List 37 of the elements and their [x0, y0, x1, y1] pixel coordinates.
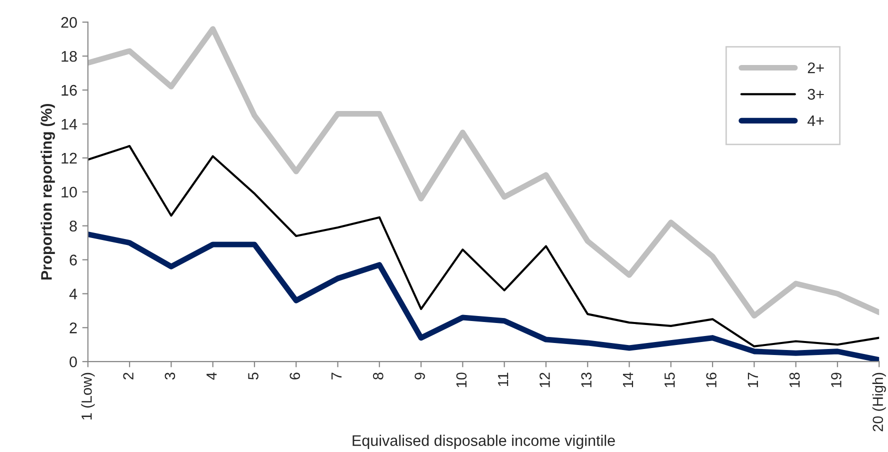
y-tick-label: 4 — [69, 288, 78, 300]
y-axis-title: Proportion reporting (%) — [40, 104, 55, 280]
x-tick-label: 5 — [248, 372, 258, 380]
x-tick-label: 19 — [831, 372, 842, 388]
y-tick-label: 2 — [70, 322, 77, 334]
y-tick-label: 6 — [70, 254, 77, 266]
x-tick-label: 4 — [206, 372, 217, 380]
x-tick-label: 7 — [332, 372, 342, 380]
x-tick-label: 8 — [373, 372, 384, 380]
x-tick-label: 18 — [789, 372, 800, 388]
y-tick-label: 16 — [62, 84, 77, 96]
y-tick-label: 18 — [62, 50, 77, 62]
x-tick-label: 6 — [290, 372, 300, 380]
x-tick-label: 10 — [456, 372, 467, 388]
x-axis-title: Equivalised disposable income vigintile — [352, 434, 615, 450]
y-tick-label: 20 — [61, 17, 77, 28]
legend-label: 4+ — [807, 116, 824, 126]
y-tick-label: 0 — [70, 356, 77, 368]
y-tick-label: 12 — [62, 152, 77, 164]
x-tick-label: 9 — [414, 372, 425, 380]
x-tick-label: 13 — [581, 372, 592, 388]
x-tick-label: 11 — [498, 372, 508, 386]
x-tick-label: 14 — [623, 372, 634, 388]
x-tick-label: 2 — [123, 372, 134, 380]
x-tick-label: 16 — [706, 372, 716, 388]
line-series — [88, 145, 880, 348]
x-tick-label: 1 (Low) — [81, 372, 95, 420]
x-tick-label: 17 — [748, 372, 758, 388]
x-tick-label: 12 — [540, 372, 550, 388]
x-tick-label: 15 — [664, 372, 675, 388]
x-tick-label: 3 — [164, 372, 176, 380]
y-tick-label: 10 — [62, 186, 77, 198]
legend-label: 3+ — [808, 88, 824, 100]
y-tick-label: 14 — [62, 119, 78, 130]
y-tick-label: 8 — [70, 220, 77, 232]
x-tick-label: 20 (High) — [872, 372, 886, 432]
legend-label: 2+ — [808, 62, 824, 74]
